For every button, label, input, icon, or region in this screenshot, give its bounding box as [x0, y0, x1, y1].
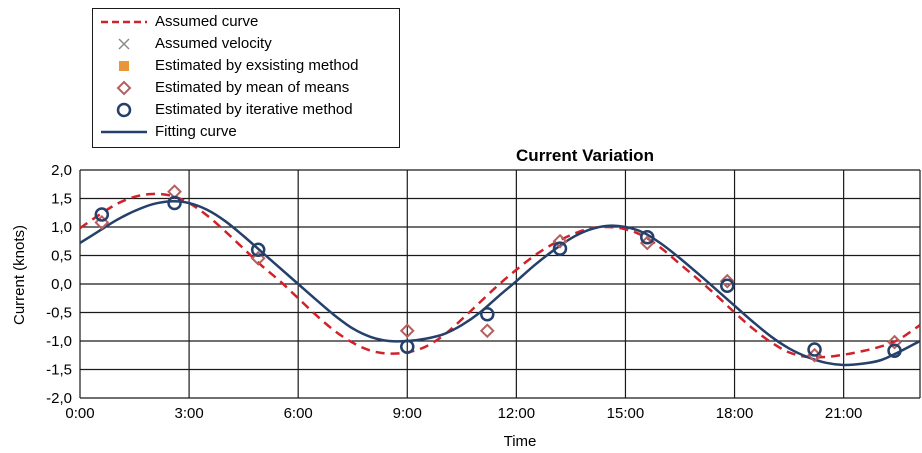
iterative-method-point — [807, 342, 822, 357]
series-layer — [79, 192, 921, 367]
fitting-curve-line — [79, 200, 921, 367]
legend-label-assumed-velocity: Assumed velocity — [155, 35, 272, 52]
diamond-marker-icon — [116, 80, 132, 96]
legend-item-mean-of-means: Estimated by mean of means — [93, 77, 399, 99]
x-tick-label: 12:00 — [498, 405, 536, 422]
y-tick-label: 2,0 — [51, 162, 72, 179]
x-tick-label: 18:00 — [716, 405, 754, 422]
x-axis-label: Time — [504, 433, 537, 450]
y-tick-label: -2,0 — [46, 390, 72, 407]
cross-marker-icon — [118, 38, 130, 50]
legend-item-fitting-curve: Fitting curve — [93, 121, 399, 143]
x-tick-label: 0:00 — [65, 405, 94, 422]
x-tick-label: 21:00 — [825, 405, 863, 422]
tick-labels: 2,0 1,5 1,0 0,5 0,0 -0,5 -1,0 -1,5 -2,00:00 3:00 6… — [46, 162, 862, 422]
iterative-method-point — [887, 343, 902, 358]
x-tick-label: 15:00 — [607, 405, 645, 422]
iterative-method-point — [640, 230, 655, 245]
x-tick-label: 3:00 — [174, 405, 203, 422]
y-tick-label: -1,0 — [46, 333, 72, 350]
legend-item-existing-method: Estimated by exsisting method — [93, 55, 399, 77]
mean-of-means-point — [479, 323, 495, 339]
assumed-curve-line — [79, 192, 921, 359]
x-tick-label: 9:00 — [393, 405, 422, 422]
y-tick-label: 0,5 — [51, 248, 72, 265]
circle-marker-icon — [116, 102, 132, 118]
solid-line-icon — [101, 130, 147, 134]
y-tick-label: -0,5 — [46, 305, 72, 322]
grid-lines — [79, 169, 921, 399]
iterative-method-point — [167, 195, 182, 211]
iterative-method-point — [250, 242, 266, 258]
mean-of-means-point — [552, 233, 568, 249]
mean-of-means-point — [250, 250, 266, 266]
legend-label-fitting-curve: Fitting curve — [155, 123, 237, 140]
markers-layer — [94, 184, 902, 363]
y-axis-label: Current (knots) — [11, 225, 28, 325]
legend-label-iterative-method: Estimated by iterative method — [155, 101, 353, 118]
mean-of-means-point — [399, 323, 415, 339]
iterative-method-point — [400, 339, 415, 354]
y-tick-label: 1,5 — [51, 191, 72, 208]
dashed-line-icon — [101, 20, 147, 24]
y-tick-label: -1,5 — [46, 362, 72, 379]
legend: Assumed curve Assumed velocity Estimated… — [92, 8, 400, 148]
y-tick-label: 1,0 — [51, 219, 72, 236]
legend-item-iterative-method: Estimated by iterative method — [93, 99, 399, 121]
iterative-method-point — [720, 278, 735, 293]
legend-item-assumed-curve: Assumed curve — [93, 11, 399, 33]
legend-label-mean-of-means: Estimated by mean of means — [155, 79, 350, 96]
y-tick-label: 0,0 — [51, 276, 72, 293]
square-marker-icon — [119, 61, 129, 71]
mean-of-means-point — [719, 273, 735, 289]
iterative-method-point — [94, 207, 110, 222]
iterative-method-point — [552, 241, 568, 256]
legend-label-existing-method: Estimated by exsisting method — [155, 57, 359, 74]
legend-label-assumed-curve: Assumed curve — [155, 13, 259, 30]
x-tick-label: 6:00 — [284, 405, 313, 422]
iterative-method-point — [480, 306, 495, 322]
mean-of-means-point — [887, 334, 902, 350]
chart-title: Current Variation — [516, 146, 654, 165]
legend-item-assumed-velocity: Assumed velocity — [93, 33, 399, 55]
